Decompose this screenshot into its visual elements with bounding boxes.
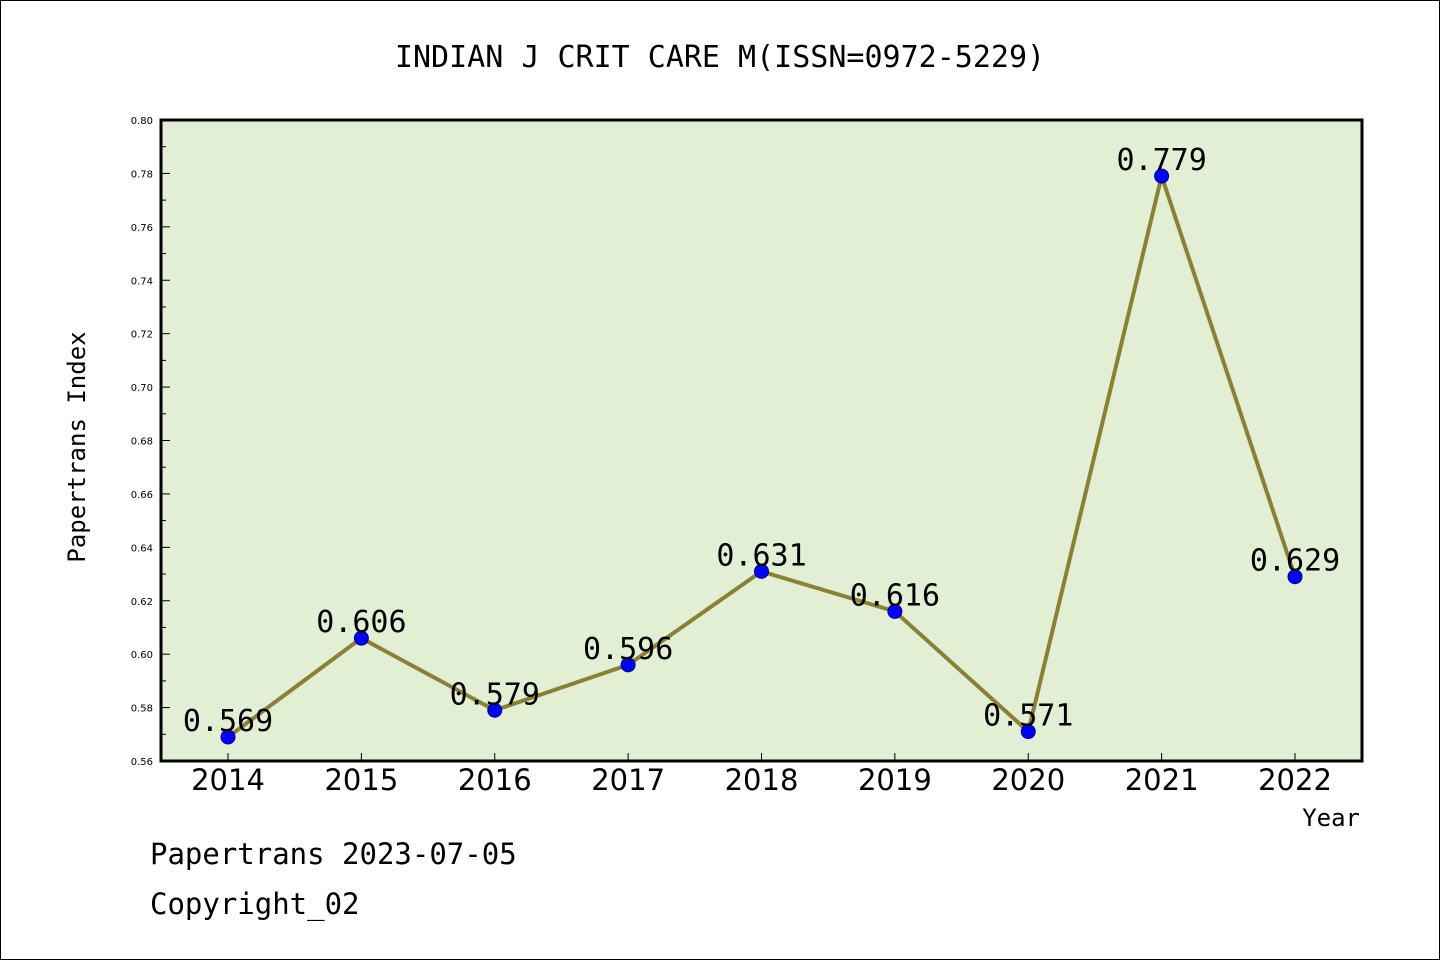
y-tick-label: 0.56 xyxy=(131,757,153,768)
data-point xyxy=(353,630,369,646)
x-tick-label: 2014 xyxy=(191,763,265,797)
data-point xyxy=(1287,569,1303,585)
data-labels: 0.569 0.606 0.579 0.596 0.631 0.616 0.571 0.779… xyxy=(183,143,1340,739)
data-point xyxy=(487,702,503,718)
footer-copyright: Copyright_02 xyxy=(150,887,360,922)
y-tick-label: 0.62 xyxy=(131,597,153,608)
y-tick-label: 0.70 xyxy=(131,383,153,394)
x-tick-label: 2018 xyxy=(725,763,799,797)
y-axis-ticks: 0.56 0.58 0.60 0.62 0.64 0.66 0.68 0.70 0.72 0.74… xyxy=(131,116,170,768)
data-point xyxy=(1020,724,1036,740)
data-label: 0.779 xyxy=(1116,143,1206,178)
x-tick-label: 2020 xyxy=(991,763,1065,797)
y-tick-label: 0.66 xyxy=(131,490,153,501)
footer-date: Papertrans 2023-07-05 xyxy=(150,837,517,871)
y-tick-label: 0.58 xyxy=(131,704,153,715)
y-axis-label: Papertrans Index xyxy=(63,331,91,562)
y-tick-label: 0.74 xyxy=(131,276,153,287)
data-label: 0.606 xyxy=(316,605,406,640)
data-label: 0.579 xyxy=(450,677,540,712)
x-tick-label: 2016 xyxy=(458,763,532,797)
y-tick-label: 0.72 xyxy=(131,330,153,341)
chart-title: INDIAN J CRIT CARE M(ISSN=0972-5229) xyxy=(395,40,1045,75)
data-label: 0.569 xyxy=(183,704,273,739)
x-tick-label: 2015 xyxy=(324,763,398,797)
data-point xyxy=(620,657,636,673)
data-point xyxy=(1154,168,1170,184)
data-label: 0.616 xyxy=(850,578,940,613)
x-tick-label: 2021 xyxy=(1125,763,1199,797)
data-label: 0.631 xyxy=(716,538,806,573)
data-label: 0.571 xyxy=(983,699,1073,734)
y-tick-label: 0.80 xyxy=(131,116,153,127)
series-markers xyxy=(220,168,1303,745)
data-point xyxy=(220,729,236,745)
x-tick-label: 2019 xyxy=(858,763,932,797)
plot-area xyxy=(159,118,1364,763)
y-tick-label: 0.64 xyxy=(131,543,153,554)
x-axis-label: Year xyxy=(1302,804,1360,832)
data-point xyxy=(887,603,903,619)
y-tick-label: 0.68 xyxy=(131,437,153,448)
data-label: 0.629 xyxy=(1250,544,1340,579)
data-point xyxy=(754,563,769,579)
x-tick-label: 2017 xyxy=(591,763,665,797)
y-tick-label: 0.78 xyxy=(131,169,153,180)
x-axis-ticks: 2014 2015 2016 2017 2018 2019 2020 2021 2022 xyxy=(191,753,1332,797)
y-tick-label: 0.76 xyxy=(131,223,153,234)
y-tick-label: 0.60 xyxy=(131,650,153,661)
data-label: 0.596 xyxy=(583,632,673,667)
x-tick-label: 2022 xyxy=(1258,763,1332,797)
